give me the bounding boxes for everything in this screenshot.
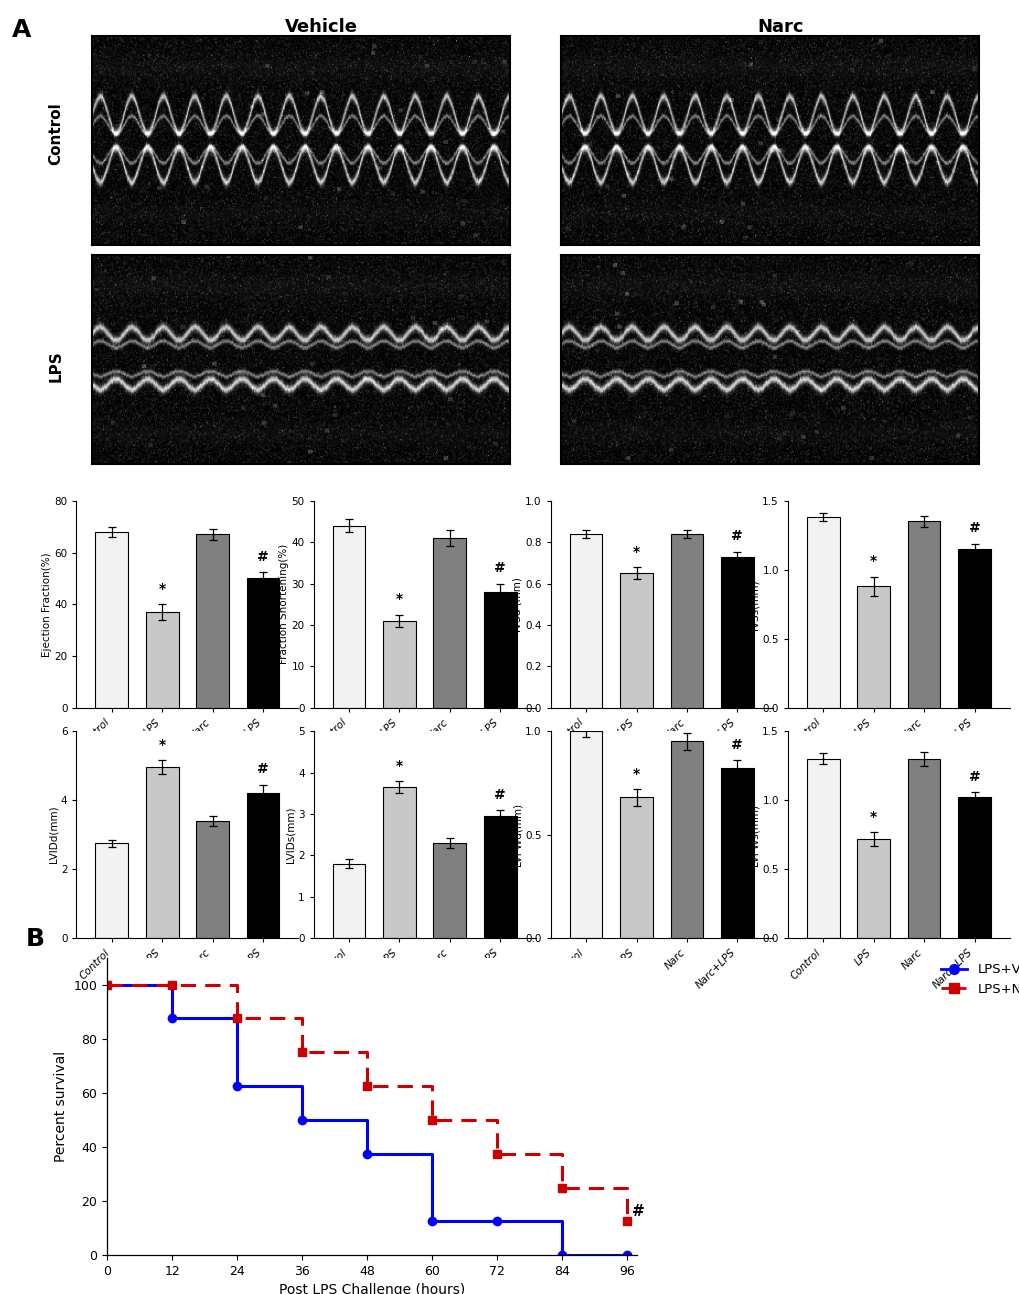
Bar — [570, 534, 602, 708]
Y-axis label: IVSd (mm): IVSd (mm) — [512, 577, 522, 631]
Bar — [957, 797, 989, 938]
Y-axis label: LVPWd(mm): LVPWd(mm) — [512, 804, 522, 866]
Bar — [196, 534, 229, 708]
Text: *: * — [395, 593, 403, 607]
Text: *: * — [159, 738, 166, 752]
Text: LPS: LPS — [49, 351, 63, 382]
Bar — [332, 863, 365, 938]
Bar — [907, 521, 940, 708]
Text: *: * — [869, 810, 876, 823]
Bar — [720, 556, 753, 708]
Bar — [247, 793, 279, 938]
Bar — [196, 820, 229, 938]
Bar — [146, 767, 178, 938]
Bar — [483, 817, 516, 938]
X-axis label: Post LPS Challenge (hours): Post LPS Challenge (hours) — [279, 1284, 465, 1294]
Text: *: * — [633, 545, 640, 559]
Text: #: # — [731, 529, 743, 543]
Bar — [433, 538, 466, 708]
Y-axis label: IVSs(mm): IVSs(mm) — [749, 578, 759, 630]
Text: #: # — [257, 550, 269, 564]
Text: #: # — [632, 1203, 644, 1219]
Bar — [332, 525, 365, 708]
Bar — [957, 549, 989, 708]
Bar — [96, 844, 128, 938]
Text: *: * — [395, 758, 403, 773]
Legend: LPS+Vehicle, LPS+Narc: LPS+Vehicle, LPS+Narc — [934, 958, 1019, 1002]
Text: *: * — [869, 554, 876, 568]
Text: #: # — [968, 770, 979, 784]
Y-axis label: LVIDd(mm): LVIDd(mm) — [48, 806, 58, 863]
Text: #: # — [257, 762, 269, 776]
Bar — [669, 741, 703, 938]
Bar — [247, 578, 279, 708]
Text: A: A — [12, 18, 32, 41]
Bar — [570, 731, 602, 938]
Text: Control: Control — [49, 102, 63, 166]
Bar — [433, 842, 466, 938]
Text: Narc: Narc — [756, 18, 803, 36]
Y-axis label: Ejection Fraction(%): Ejection Fraction(%) — [42, 553, 52, 656]
Text: #: # — [731, 738, 743, 752]
Bar — [806, 758, 839, 938]
Text: Vehicle: Vehicle — [284, 18, 358, 36]
Bar — [382, 787, 416, 938]
Text: *: * — [159, 582, 166, 597]
Bar — [382, 621, 416, 708]
Bar — [96, 532, 128, 708]
Bar — [620, 573, 652, 708]
Text: *: * — [633, 767, 640, 780]
Y-axis label: LVPWs(mm): LVPWs(mm) — [749, 804, 759, 866]
Bar — [146, 612, 178, 708]
Text: #: # — [494, 562, 505, 576]
Text: #: # — [968, 521, 979, 536]
Bar — [483, 591, 516, 708]
Y-axis label: Fraction Shortening(%): Fraction Shortening(%) — [278, 545, 288, 664]
Bar — [856, 586, 890, 708]
Y-axis label: LVIDs(mm): LVIDs(mm) — [285, 806, 294, 863]
Y-axis label: Percent survival: Percent survival — [54, 1051, 68, 1162]
Bar — [620, 797, 652, 938]
Text: B: B — [25, 927, 45, 951]
Bar — [720, 769, 753, 938]
Bar — [907, 758, 940, 938]
Bar — [856, 839, 890, 938]
Bar — [669, 534, 703, 708]
Bar — [806, 518, 839, 708]
Text: #: # — [494, 788, 505, 801]
